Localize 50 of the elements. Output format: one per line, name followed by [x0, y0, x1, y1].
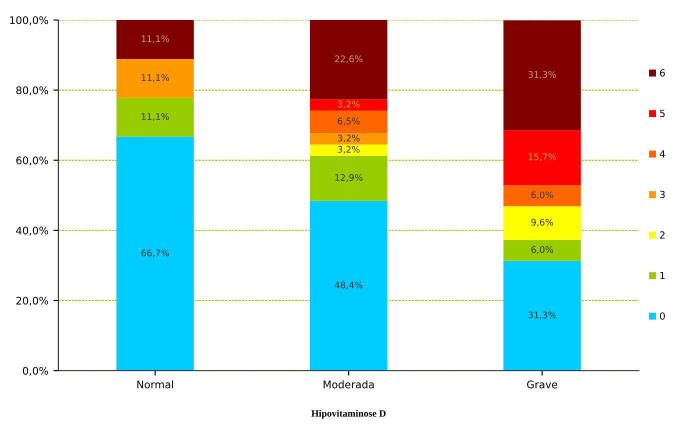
- data-label: 11,1%: [142, 35, 169, 44]
- data-label: 11,1%: [142, 113, 169, 121]
- data-label: 15,7%: [528, 153, 556, 162]
- bar: [310, 144, 388, 156]
- bar: [116, 20, 194, 59]
- legend-label: 6: [660, 69, 665, 77]
- y-tick-label: 40,0%: [16, 226, 48, 236]
- bar: [503, 206, 581, 240]
- y-tick-label: 100,0%: [10, 16, 48, 26]
- legend-label: 5: [660, 110, 665, 118]
- x-tick-label: Grave: [527, 380, 558, 388]
- legend-label: 1: [660, 272, 665, 280]
- y-tick-label: 80,0%: [16, 86, 48, 96]
- bar: [116, 136, 194, 371]
- data-label: 6,5%: [338, 118, 360, 126]
- data-label: 12,9%: [335, 174, 362, 182]
- y-tick-label: 60,0%: [16, 156, 48, 166]
- bar: [503, 185, 581, 206]
- bar: [503, 130, 581, 186]
- data-label: 48,4%: [334, 282, 362, 290]
- data-label: 3,2%: [338, 100, 360, 108]
- legend-label: 4: [660, 150, 665, 158]
- data-label: 31,3%: [528, 71, 556, 79]
- y-tick-label: 0,0%: [22, 366, 48, 376]
- bar: [310, 200, 388, 371]
- data-label: 6,0%: [531, 191, 554, 200]
- data-label: 6,0%: [531, 246, 554, 254]
- bar: [503, 260, 581, 371]
- bar: [310, 110, 388, 134]
- bar: [503, 240, 581, 261]
- legend-label: 2: [660, 231, 665, 239]
- data-label: 66,7%: [141, 249, 169, 258]
- bar: [116, 58, 194, 98]
- x-tick-label: Normal: [137, 380, 174, 388]
- bar: [310, 20, 388, 100]
- bar: [310, 99, 388, 110]
- x-axis-title: Hipovitaminose D: [311, 410, 386, 419]
- bar: [310, 133, 388, 144]
- data-label: 3,2%: [338, 146, 360, 154]
- bar: [116, 98, 194, 137]
- data-label: 11,1%: [142, 74, 169, 82]
- data-label: 3,2%: [338, 134, 360, 142]
- bar: [503, 20, 581, 130]
- data-label: 22,6%: [334, 55, 362, 64]
- x-tick-label: Moderada: [324, 380, 374, 388]
- data-label: 31,3%: [528, 312, 556, 320]
- legend-label: 0: [660, 312, 665, 320]
- data-label: 9,6%: [531, 218, 554, 227]
- y-tick-label: 20,0%: [16, 296, 48, 306]
- legend-label: 3: [660, 190, 665, 198]
